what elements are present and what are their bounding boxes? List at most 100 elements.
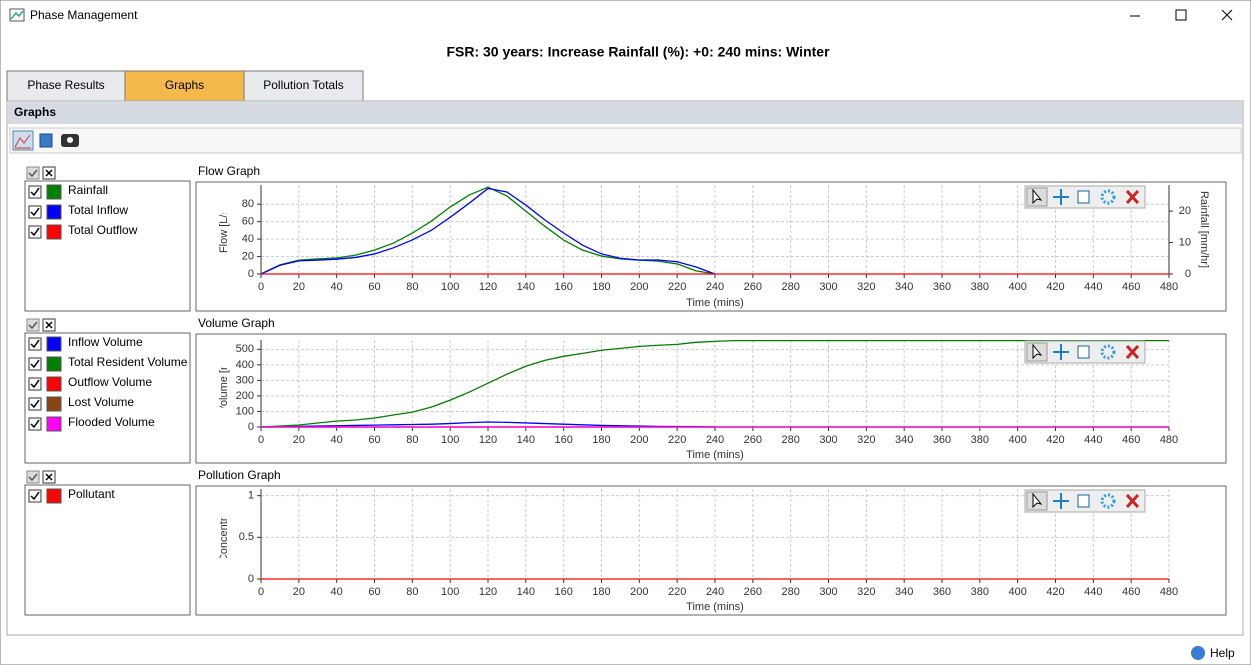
x-tick-label: 420 (1046, 586, 1064, 598)
zoom-box-button[interactable] (1077, 190, 1090, 204)
crosshair-button[interactable] (1053, 189, 1069, 205)
zoom-box-button[interactable] (1077, 345, 1090, 359)
x-tick-label: 180 (592, 281, 610, 293)
y-axis-label: Volume [m³] (218, 354, 230, 413)
legend: Pollutant (24, 470, 191, 616)
x-tick-label: 180 (592, 434, 610, 446)
legend-box (24, 484, 191, 616)
series-checkbox[interactable] (28, 377, 42, 391)
graph-panel: Pollutant Pollution Graph 0 20 40 60 80 100 120 1… (24, 468, 1227, 616)
crosshair-button[interactable] (1053, 493, 1069, 509)
header: FSR: 30 years: Increase Rainfall (%): +0… (446, 44, 830, 60)
y-tick-label: 0.5 (239, 531, 254, 543)
reset-button[interactable] (1125, 493, 1140, 509)
y-tick-label: 0 (248, 268, 254, 280)
x-tick-label: 80 (406, 434, 418, 446)
series-checkbox[interactable] (28, 185, 42, 199)
x-tick-label: 460 (1122, 434, 1140, 446)
series-checkbox[interactable] (28, 489, 42, 503)
legend-label: Flooded Volume (68, 415, 155, 429)
checkbox-mark (30, 207, 40, 217)
tab-label[interactable]: Phase Results (27, 78, 104, 92)
x-tick-label: 380 (971, 434, 989, 446)
section-bar (8, 102, 1242, 124)
x-tick-label: 160 (554, 586, 572, 598)
x-tick-label: 440 (1084, 281, 1102, 293)
legend-label: Rainfall (68, 183, 108, 197)
y-tick-label: 0 (248, 421, 254, 433)
help-button[interactable]: Help (1191, 646, 1235, 660)
checkbox-mark (30, 227, 40, 237)
series-checkbox[interactable] (28, 417, 42, 431)
pointer-icon (1032, 343, 1043, 360)
toolbar-3d-button[interactable] (39, 133, 53, 148)
checkbox-mark (30, 187, 40, 197)
legend-label: Pollutant (68, 487, 115, 501)
x-tick-label: 0 (258, 281, 264, 293)
graph-title: Pollution Graph (198, 468, 281, 482)
x-tick-label: 220 (668, 586, 686, 598)
maximize-button[interactable] (1175, 9, 1187, 21)
zoom-box-button[interactable] (1077, 494, 1090, 508)
y2-axis-label: Rainfall [mm/hr] (1198, 191, 1210, 268)
x-tick-label: 300 (819, 281, 837, 293)
x-tick-label: 220 (668, 281, 686, 293)
graph-panel: Rainfall Total Inflow Total Outflow Flow Gr… (24, 164, 1227, 312)
check-all-button[interactable] (26, 470, 40, 484)
y2-tick-label: 0 (1185, 268, 1191, 280)
pan-button[interactable] (1100, 189, 1116, 205)
x-tick-label: 60 (368, 586, 380, 598)
reset-button[interactable] (1125, 344, 1140, 360)
toolbar-line-button[interactable] (12, 130, 34, 151)
x-tick-label: 120 (479, 281, 497, 293)
series-checkbox[interactable] (28, 337, 42, 351)
x-tick-label: 20 (293, 434, 305, 446)
checkbox-mark (30, 491, 40, 501)
pan-button[interactable] (1100, 493, 1116, 509)
pan-button[interactable] (1100, 344, 1116, 360)
x-tick-label: 100 (441, 281, 459, 293)
x-tick-label: 120 (479, 434, 497, 446)
x-tick-label: 460 (1122, 281, 1140, 293)
series-checkbox[interactable] (28, 397, 42, 411)
close-button[interactable] (1221, 9, 1233, 21)
graphs: Rainfall Total Inflow Total Outflow Flow Gr… (24, 164, 1227, 616)
legend-swatch (46, 356, 62, 372)
series-checkbox[interactable] (28, 357, 42, 371)
crosshair-button[interactable] (1053, 344, 1069, 360)
help-label[interactable]: Help (1210, 646, 1235, 660)
legend-label: Lost Volume (68, 395, 134, 409)
tab-bar: Phase Results Graphs Pollution Totals (6, 70, 364, 102)
x-tick-label: 300 (819, 586, 837, 598)
graph-panel: Inflow Volume Total Resident Volume Outflo… (24, 316, 1227, 464)
legend-swatch (46, 184, 62, 200)
y-tick-label: 80 (242, 198, 254, 210)
checkbox-mark (30, 359, 40, 369)
legend-box (24, 180, 191, 312)
x-tick-label: 420 (1046, 281, 1064, 293)
check-all-button[interactable] (26, 166, 40, 180)
tab-label[interactable]: Pollution Totals (263, 78, 344, 92)
x-tick-label: 200 (630, 281, 648, 293)
y2-tick-label: 20 (1179, 205, 1191, 217)
check-all-button[interactable] (26, 318, 40, 332)
x-tick-label: 320 (857, 586, 875, 598)
x-tick-label: 40 (331, 281, 343, 293)
x-tick-label: 240 (706, 281, 724, 293)
x-tick-label: 100 (441, 586, 459, 598)
series-checkbox[interactable] (28, 205, 42, 219)
check-all-mark (28, 473, 38, 482)
x-axis-label: Time (mins) (686, 297, 744, 309)
tab-label[interactable]: Graphs (165, 78, 204, 92)
reset-button[interactable] (1125, 189, 1140, 205)
x-tick-label: 340 (895, 586, 913, 598)
x-tick-label: 320 (857, 281, 875, 293)
series-checkbox[interactable] (28, 225, 42, 239)
app-icon (9, 8, 25, 22)
y-tick-label: 100 (236, 405, 254, 417)
toolbar-print-button[interactable] (61, 134, 79, 147)
x-tick-label: 260 (744, 586, 762, 598)
x-tick-label: 400 (1008, 281, 1026, 293)
y2-tick-label: 10 (1179, 236, 1191, 248)
legend-label: Total Outflow (68, 223, 138, 237)
